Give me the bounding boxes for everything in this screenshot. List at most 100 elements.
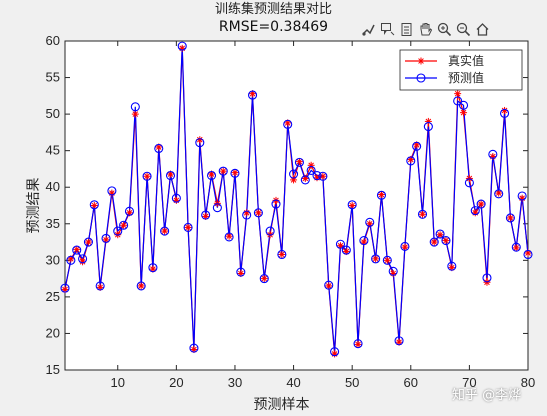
pred-point <box>324 280 334 290</box>
pred-point <box>523 249 533 260</box>
y-tick-label: 25 <box>46 289 60 304</box>
true-point <box>219 167 227 175</box>
true-point <box>143 172 151 180</box>
x-tick-label: 10 <box>111 375 125 390</box>
pred-point <box>511 242 521 252</box>
pred-point <box>394 336 404 346</box>
zoom-in-icon[interactable] <box>436 21 452 37</box>
pred-point <box>376 190 387 200</box>
true-point <box>407 155 415 163</box>
y-tick-label: 50 <box>46 106 60 121</box>
x-tick-label: 50 <box>345 375 359 390</box>
pred-point <box>136 281 146 291</box>
pred-point <box>312 170 322 181</box>
pred-point <box>165 170 176 181</box>
brush-icon[interactable] <box>360 21 376 37</box>
legend-true-marker <box>417 57 425 65</box>
true-point <box>372 255 380 263</box>
pred-point <box>371 254 381 264</box>
pred-point <box>130 102 140 112</box>
pred-point <box>500 108 510 118</box>
pred-point <box>447 261 457 271</box>
pred-point <box>160 226 170 236</box>
y-tick-label: 30 <box>46 252 60 267</box>
pred-point <box>330 347 340 357</box>
pred-point <box>505 213 515 223</box>
y-tick-label: 45 <box>46 143 60 158</box>
pred-point <box>300 175 310 185</box>
chart-subtitle: RMSE=0.38469 <box>218 19 329 35</box>
true-point <box>460 109 468 117</box>
y-tick-label: 60 <box>46 33 60 48</box>
zoom-out-icon[interactable] <box>455 21 471 37</box>
pred-point <box>458 100 469 110</box>
pred-point <box>119 220 129 230</box>
true-point <box>178 44 186 52</box>
true-point <box>401 243 409 251</box>
true-point <box>301 174 309 182</box>
x-tick-label: 40 <box>286 375 300 390</box>
pred-point <box>441 236 451 246</box>
true-point <box>325 282 333 290</box>
pred-point <box>189 343 199 353</box>
pred-point <box>124 206 135 216</box>
pred-point <box>517 191 527 201</box>
pred-point <box>72 245 82 255</box>
pred-point <box>66 255 76 265</box>
pred-point <box>142 171 152 181</box>
true-point <box>360 238 368 246</box>
pred-point <box>294 157 304 167</box>
pred-point <box>78 254 88 264</box>
true-point <box>108 189 116 197</box>
x-tick-label: 70 <box>462 375 476 390</box>
legend-true-label: 真实值 <box>448 53 484 68</box>
pan-icon[interactable] <box>417 21 433 37</box>
pred-point <box>464 178 474 188</box>
pred-point <box>429 237 439 247</box>
pred-point <box>236 267 246 277</box>
true-point <box>448 264 456 272</box>
y-axis-label: 预测结果 <box>26 178 42 234</box>
legend-icon[interactable] <box>398 21 414 37</box>
pred-point <box>289 169 299 179</box>
pred-point <box>412 141 422 151</box>
true-point <box>184 223 192 231</box>
true-point <box>295 158 303 166</box>
pred-point <box>253 208 263 218</box>
true-point <box>120 221 128 229</box>
pred-point <box>177 41 187 51</box>
true-point <box>512 244 520 252</box>
pred-point <box>306 165 316 175</box>
pred-point <box>218 166 228 176</box>
true-point <box>254 209 262 217</box>
pred-point <box>482 273 492 283</box>
pred-point <box>318 171 328 181</box>
true-point <box>436 231 444 239</box>
figure-toolbar <box>360 20 490 38</box>
datatip-icon[interactable] <box>379 21 395 37</box>
pred-point <box>60 283 70 293</box>
pred-point <box>417 209 428 219</box>
pred-point <box>277 249 287 260</box>
pred-point <box>201 210 211 220</box>
true-point <box>506 214 514 222</box>
pred-point <box>335 239 346 249</box>
y-tick-label: 35 <box>46 216 60 231</box>
home-icon[interactable] <box>474 21 490 37</box>
pred-point <box>423 121 433 132</box>
pred-point <box>359 236 369 246</box>
pred-point <box>388 266 398 276</box>
pred-point <box>365 217 375 227</box>
pred-point <box>406 156 416 166</box>
chart-title: 训练集预测结果对比 <box>214 2 332 17</box>
pred-point <box>265 226 275 236</box>
true-point <box>243 209 251 217</box>
pred-point <box>341 245 351 255</box>
legend-pred-marker <box>416 73 426 83</box>
pred-point <box>353 339 363 349</box>
pred-point <box>230 168 240 178</box>
pred-point <box>247 90 258 100</box>
pred-point <box>476 199 486 209</box>
pred-point <box>95 281 105 291</box>
